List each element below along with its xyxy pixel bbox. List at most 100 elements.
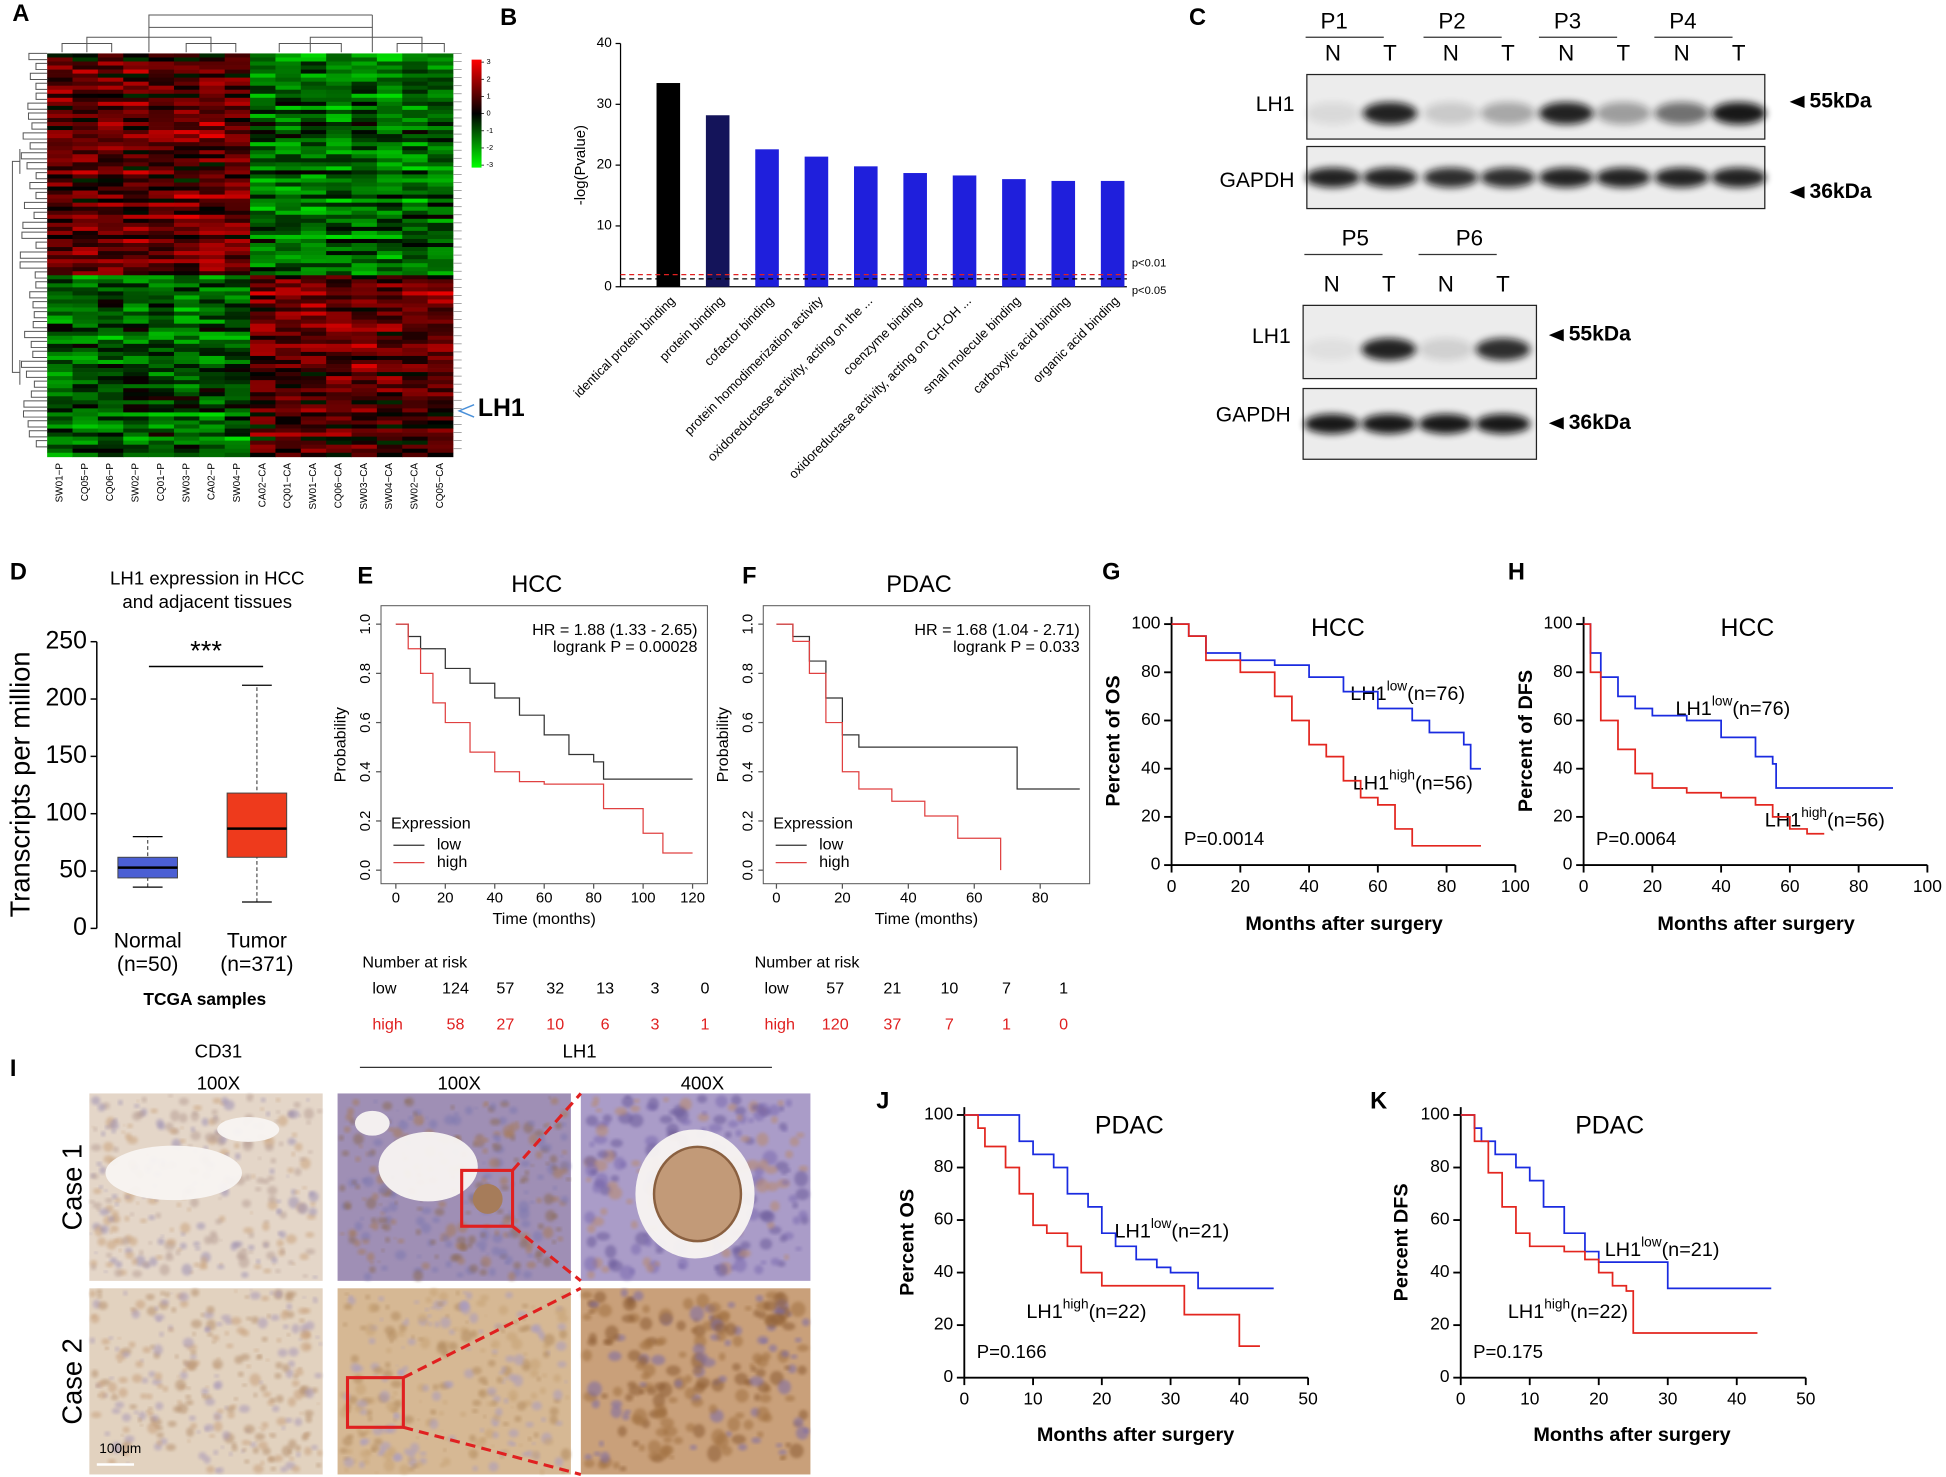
ihc-texture: [343, 1457, 355, 1468]
survival-curve: [395, 623, 693, 854]
heatmap-cell: [326, 384, 352, 389]
heatmap-cell: [402, 319, 428, 325]
ihc-texture: [591, 1399, 600, 1409]
ihc-texture: [659, 1115, 673, 1124]
heatmap-cell: [402, 251, 428, 256]
ihc-texture: [707, 1302, 721, 1314]
ihc-texture: [294, 1368, 304, 1376]
ihc-texture: [170, 1110, 180, 1122]
heatmap-cell: [300, 77, 327, 83]
heatmap-cell: [123, 162, 149, 167]
x-tick-label: 20: [437, 891, 454, 907]
blot-band: [1654, 167, 1709, 188]
ihc-texture: [759, 1393, 772, 1403]
heatmap-cell: [351, 113, 378, 119]
heatmap-cell: [123, 81, 149, 87]
ihc-texture: [287, 1260, 294, 1265]
heatmap-cell: [402, 206, 428, 212]
heatmap-cell: [300, 202, 327, 208]
ihc-texture: [164, 1291, 170, 1298]
heatmap-cell: [275, 89, 302, 95]
ihc-texture: [778, 1449, 787, 1456]
annotation-sup: low: [1387, 678, 1408, 693]
ihc-texture: [394, 1200, 398, 1205]
heatmap-cell: [148, 295, 175, 300]
x-tick-label: 80: [585, 891, 602, 907]
heatmap-cell: [224, 81, 251, 87]
heatmap-cell: [351, 101, 378, 107]
heatmap-cell: [148, 376, 175, 381]
column-label: SW01−P: [54, 463, 65, 503]
heatmap-cell: [148, 174, 175, 179]
heatmap-cell: [199, 283, 226, 288]
heatmap-cell: [376, 218, 403, 224]
ihc-texture: [317, 1450, 323, 1457]
risk-value: 7: [945, 1015, 954, 1033]
heatmap-cell: [351, 154, 378, 159]
heatmap-cell: [173, 448, 200, 454]
ihc-texture: [209, 1434, 215, 1438]
ihc-texture: [428, 1119, 438, 1129]
ihc-texture: [471, 1409, 479, 1414]
heatmap-cell: [148, 190, 175, 195]
ihc-texture: [593, 1135, 608, 1145]
heatmap-cell: [326, 440, 352, 446]
heatmap-cell: [250, 178, 276, 183]
heatmap-cell: [376, 436, 403, 442]
y-tick-label: 20: [1141, 805, 1160, 825]
heatmap-cell: [376, 271, 403, 276]
risk-value: 10: [546, 1015, 564, 1033]
heatmap-cell: [72, 287, 99, 292]
annotation-sup: low: [1712, 693, 1733, 708]
heatmap-cell: [72, 65, 99, 70]
ihc-texture: [104, 1189, 108, 1192]
y-tick-label: 0.6: [358, 712, 374, 733]
heatmap-cell: [376, 416, 403, 421]
heatmap-cell: [351, 182, 378, 187]
ihc-texture: [302, 1274, 308, 1278]
heatmap-cell: [250, 206, 276, 212]
heatmap-cell: [250, 408, 276, 413]
heatmap-cell: [427, 218, 454, 224]
blot-band: [1538, 102, 1594, 125]
ihc-texture: [179, 1138, 186, 1144]
ihc-texture: [155, 1402, 164, 1411]
ihc-texture: [249, 1373, 261, 1386]
heatmap-cell: [224, 146, 251, 151]
ihc-texture: [622, 1296, 637, 1311]
heatmap-cell: [402, 162, 428, 167]
heatmap-cell: [300, 251, 327, 256]
ihc-texture: [219, 1239, 223, 1242]
ihc-texture: [365, 1197, 377, 1210]
ihc-texture: [653, 1403, 667, 1417]
blot-band: [1475, 338, 1531, 361]
ihc-texture: [392, 1127, 403, 1139]
heatmap-cell: [224, 130, 251, 135]
ihc-texture: [271, 1256, 278, 1264]
ihc-texture: [781, 1179, 790, 1186]
ihc-texture: [514, 1415, 522, 1423]
heatmap-cell: [199, 444, 226, 450]
heatmap-cell: [224, 271, 251, 276]
ihc-texture: [179, 1300, 189, 1308]
ihc-texture: [785, 1442, 792, 1448]
heatmap-cell: [97, 238, 124, 244]
heatmap-cell: [148, 234, 175, 240]
heatmap-cell: [47, 61, 73, 66]
ihc-texture: [246, 1093, 254, 1102]
heatmap-cell: [402, 234, 428, 240]
heatmap-cell: [402, 307, 428, 312]
ihc-texture: [285, 1291, 293, 1299]
heatmap-cell: [148, 299, 175, 304]
heatmap-cell: [427, 126, 454, 131]
ihc-texture: [140, 1393, 148, 1399]
ihc-texture: [772, 1307, 785, 1316]
heatmap-cell: [72, 178, 99, 183]
ihc-texture: [539, 1469, 545, 1475]
ihc-texture: [227, 1411, 235, 1419]
ihc-texture: [358, 1144, 363, 1148]
ihc-texture: [178, 1292, 189, 1302]
heatmap-cell: [275, 372, 302, 377]
survival-curve: [1583, 623, 1894, 789]
heatmap-cell: [250, 109, 276, 115]
